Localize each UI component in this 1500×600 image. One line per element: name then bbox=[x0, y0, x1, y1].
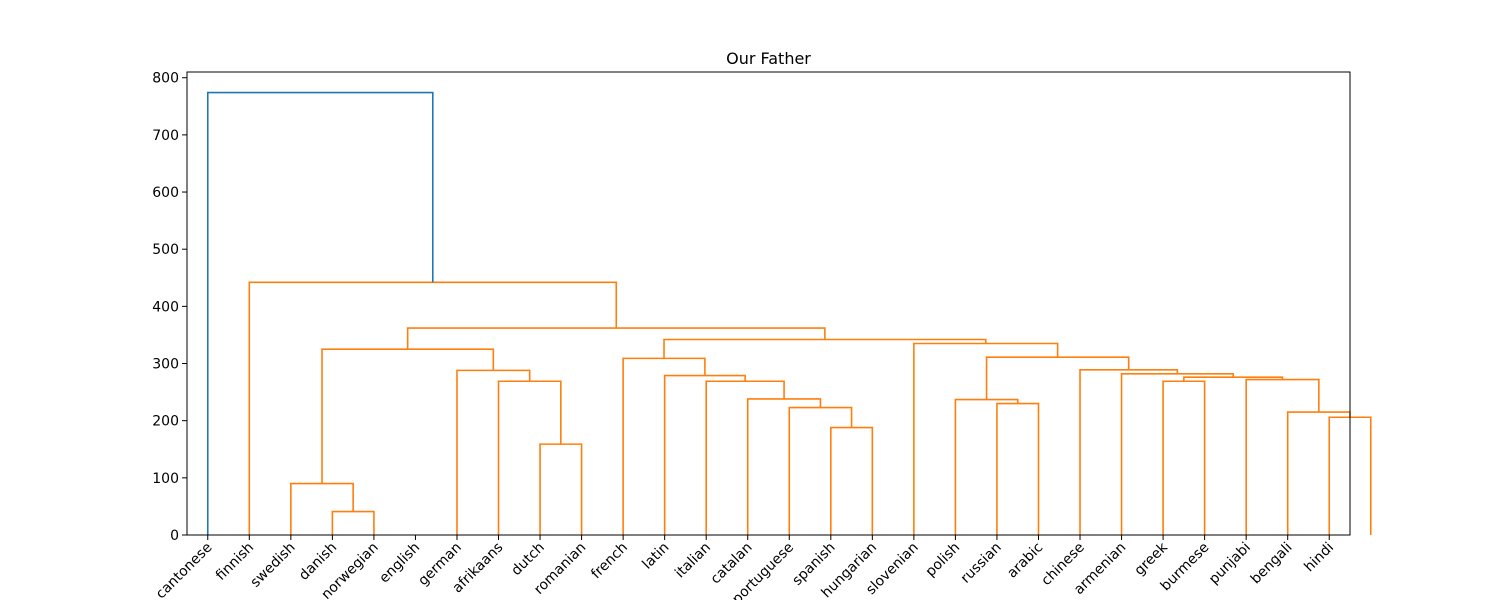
y-tick-label: 0 bbox=[170, 528, 179, 544]
dendrogram-link bbox=[1286, 411, 1351, 535]
leaf-label: cantonese bbox=[153, 540, 216, 600]
dendrogram-link bbox=[663, 338, 987, 359]
y-tick-label: 500 bbox=[152, 242, 179, 258]
dendrogram-link bbox=[705, 380, 785, 535]
dendrogram-link bbox=[248, 281, 618, 535]
leaf-label: polish bbox=[923, 540, 964, 581]
y-tick-label: 400 bbox=[152, 299, 179, 315]
dendrogram-link bbox=[1245, 378, 1320, 535]
x-axis: cantonesefinnishswedishdanishnorwegianen… bbox=[153, 535, 1337, 600]
chart-title: Our Father bbox=[726, 49, 811, 68]
dendrogram-link bbox=[985, 356, 1130, 400]
dendrogram-link bbox=[1162, 380, 1206, 535]
leaf-label: greek bbox=[1132, 539, 1172, 579]
dendrogram-link bbox=[954, 398, 1019, 535]
dendrogram-link bbox=[663, 374, 746, 535]
dendrogram-links bbox=[206, 91, 1372, 535]
dendrogram-link bbox=[321, 348, 495, 484]
dendrogram-link bbox=[290, 482, 354, 535]
y-tick-label: 300 bbox=[152, 357, 179, 373]
leaf-label: bengali bbox=[1248, 540, 1296, 588]
dendrogram-link bbox=[406, 327, 826, 350]
leaf-label: punjabi bbox=[1206, 540, 1254, 588]
dendrogram-link bbox=[913, 342, 1059, 535]
y-tick-label: 600 bbox=[152, 185, 179, 201]
leaf-label: french bbox=[588, 540, 631, 583]
y-tick-label: 100 bbox=[152, 471, 179, 487]
leaf-label: russian bbox=[958, 540, 1005, 587]
dendrogram-link bbox=[539, 443, 583, 535]
y-tick-label: 700 bbox=[152, 128, 179, 144]
y-axis: 0 100 200 300 400 500 600 700 800 bbox=[152, 71, 187, 544]
dendrogram-link bbox=[788, 406, 853, 535]
leaf-label: hindi bbox=[1301, 540, 1337, 576]
dendrogram-link bbox=[331, 510, 375, 535]
dendrogram-link bbox=[206, 91, 434, 535]
y-tick-label: 800 bbox=[152, 71, 179, 87]
leaf-label: swedish bbox=[248, 540, 299, 591]
leaf-label: latin bbox=[639, 540, 672, 573]
plot-frame bbox=[186, 71, 1351, 536]
dendrogram-link bbox=[996, 402, 1040, 535]
dendrogram-link bbox=[1120, 373, 1234, 535]
dendrogram-link bbox=[746, 398, 822, 535]
dendrogram-link bbox=[830, 426, 874, 535]
leaf-label: dutch bbox=[508, 540, 547, 579]
dendrogram-link bbox=[456, 369, 531, 535]
dendrogram-link bbox=[497, 380, 562, 535]
y-tick-label: 200 bbox=[152, 414, 179, 430]
